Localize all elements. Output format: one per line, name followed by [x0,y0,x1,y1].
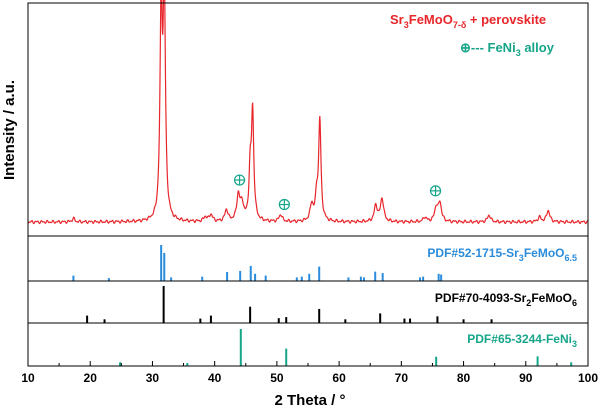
alloy-markers [233,174,442,211]
x-tick-label: 80 [457,371,471,385]
ref1-label-sub1: 2 [526,298,531,308]
reference-panel-feni3: PDF#65-3244-FeNi3 [119,329,577,366]
ref2-label-sub1: 3 [572,339,577,349]
x-tick-label: 50 [270,371,284,385]
alloy-marker-icon [233,174,246,186]
ref0-label-sub2: 6.5 [564,253,577,263]
reference-panel-perovskite: PDF#52-1715-Sr3FeMoO6.5 [72,245,577,281]
alloy-marker-icon [278,198,290,211]
reference-label-sr2femoo6: PDF#70-4093-Sr2FeMoO6 [435,291,577,308]
panel-frames [27,2,589,367]
legend-main: Sr3FeMoO7-δ + perovskite [390,12,546,30]
y-axis-title: Intensity / a.u. [1,80,18,180]
ref0-label-sub1: 3 [519,253,524,263]
ref0-label-mid: FeMoO [524,246,565,260]
x-axis-ticks: 10 20 30 40 50 60 70 80 90 100 [21,361,598,385]
legend-main-mid: FeMoO [409,12,453,27]
reference-label-feni3: PDF#65-3244-FeNi3 [467,332,577,349]
x-tick-label: 30 [146,371,160,385]
x-tick-label: 70 [395,371,409,385]
legend-alloy-tail: alloy [521,40,555,55]
ref1-label-mid: FeMoO [531,291,572,305]
reference-label-perovskite: PDF#52-1715-Sr3FeMoO6.5 [427,246,577,263]
x-tick-label: 100 [578,371,598,385]
legend-main-tail: + perovskite [466,12,546,27]
legend-alloy-sub: 3 [516,48,521,58]
x-tick-label: 10 [21,371,35,385]
legend-alloy-marker: ⊕ [460,40,471,55]
ref1-label-base: PDF#70-4093-Sr [435,291,527,305]
legend-main-base: Sr [390,12,404,27]
x-axis-title: 2 Theta / ° [274,392,345,409]
reference-sticks-feni3 [119,329,573,366]
reference-panel-sr2femoo6: PDF#70-4093-Sr2FeMoO6 [86,286,577,323]
ref1-label-sub2: 6 [572,298,577,308]
reference-sticks-sr2femoo6 [86,286,493,323]
legend-alloy: ⊕--- FeNi3 alloy [460,40,555,58]
legend-main-sub1: 3 [404,20,409,30]
panel-frame [27,2,589,237]
ref2-label-base: PDF#65-3244-FeNi [467,332,572,346]
ref0-label-base: PDF#52-1715-Sr [427,246,519,260]
x-tick-label: 90 [519,371,533,385]
x-tick-label: 40 [208,371,222,385]
alloy-marker-icon [429,185,442,197]
legend-alloy-text: --- FeNi [471,40,516,55]
x-tick-label: 20 [84,371,98,385]
main-pattern-panel: Sr3FeMoO7-δ + perovskite ⊕--- FeNi3 allo… [27,0,589,225]
legend-main-sub2: 7-δ [453,20,467,30]
reference-sticks-perovskite [72,245,443,281]
xrd-pattern-line [27,0,589,225]
x-tick-label: 60 [332,371,346,385]
